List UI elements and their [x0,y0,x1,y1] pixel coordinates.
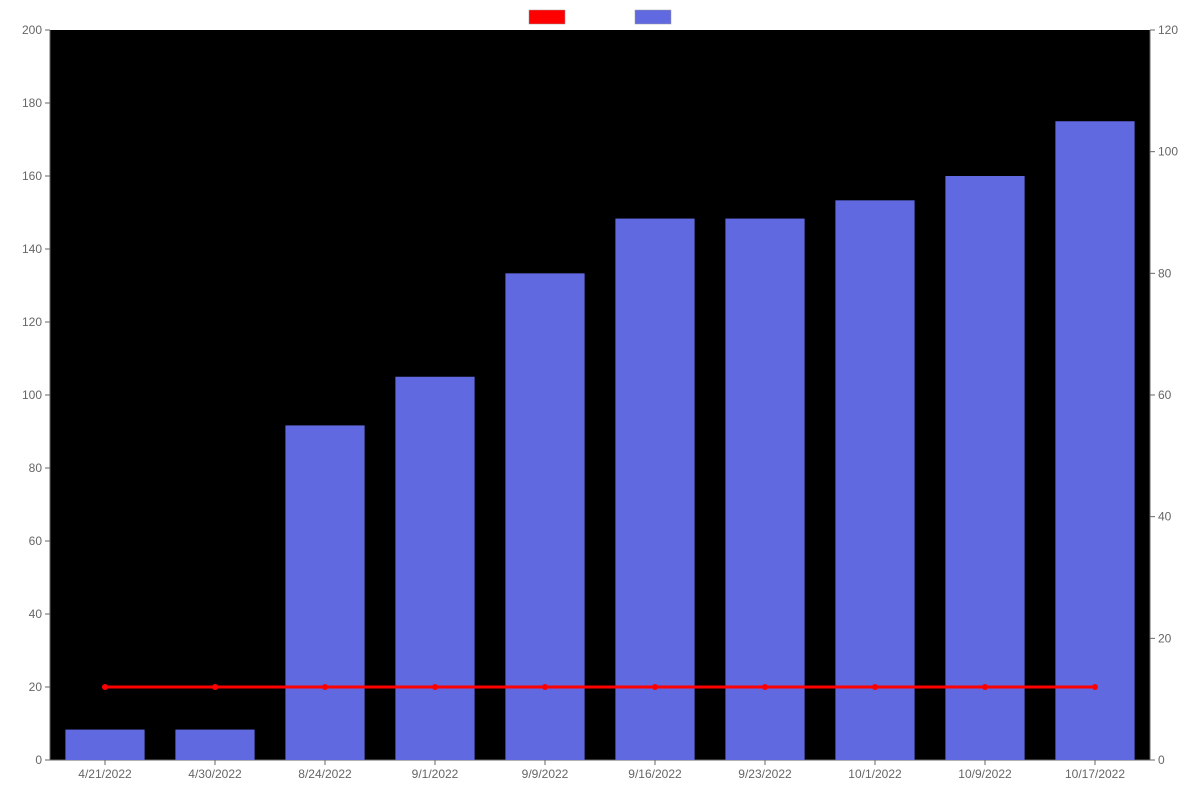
y-left-label: 40 [29,607,43,621]
bar [725,219,804,760]
line-marker [762,684,768,690]
y-left-label: 180 [22,96,42,110]
line-marker [102,684,108,690]
combo-chart: 0 20 40 60 80 100 120 140 160 180 200 0 20 40 60 80 100 1… [0,0,1200,800]
chart-svg: 0 20 40 60 80 100 120 140 160 180 200 0 20 40 60 80 100 1… [0,0,1200,800]
y-right-label: 120 [1158,23,1178,37]
x-label: 4/30/2022 [188,767,242,781]
x-label: 10/9/2022 [958,767,1012,781]
x-label: 9/16/2022 [628,767,682,781]
y-left-label: 100 [22,388,42,402]
x-label: 10/1/2022 [848,767,902,781]
y-right-label: 60 [1158,388,1172,402]
line-marker [982,684,988,690]
y-left-label: 120 [22,315,42,329]
bar [175,730,254,760]
line-marker [322,684,328,690]
bar [945,176,1024,760]
x-label: 8/24/2022 [298,767,352,781]
bar [285,425,364,760]
legend-swatch-line [529,10,565,24]
y-right-label: 0 [1158,753,1165,767]
legend-swatch-bar [635,10,671,24]
x-label: 10/17/2022 [1065,767,1125,781]
y-right-label: 40 [1158,510,1172,524]
y-left-label: 0 [35,753,42,767]
x-label: 4/21/2022 [78,767,132,781]
bar [1055,121,1134,760]
y-left-label: 200 [22,23,42,37]
bar [835,200,914,760]
bar [65,730,144,760]
line-marker [542,684,548,690]
x-label: 9/23/2022 [738,767,792,781]
x-label: 9/9/2022 [522,767,569,781]
x-label: 9/1/2022 [412,767,459,781]
line-marker [652,684,658,690]
y-left-label: 140 [22,242,42,256]
y-right-label: 80 [1158,266,1172,280]
y-right-label: 20 [1158,631,1172,645]
bar [395,377,474,760]
bar [615,219,694,760]
y-left-label: 80 [29,461,43,475]
line-marker [1092,684,1098,690]
y-left-label: 60 [29,534,43,548]
y-left-label: 160 [22,169,42,183]
line-marker [432,684,438,690]
y-left-label: 20 [29,680,43,694]
line-marker [872,684,878,690]
line-marker [212,684,218,690]
y-right-label: 100 [1158,145,1178,159]
